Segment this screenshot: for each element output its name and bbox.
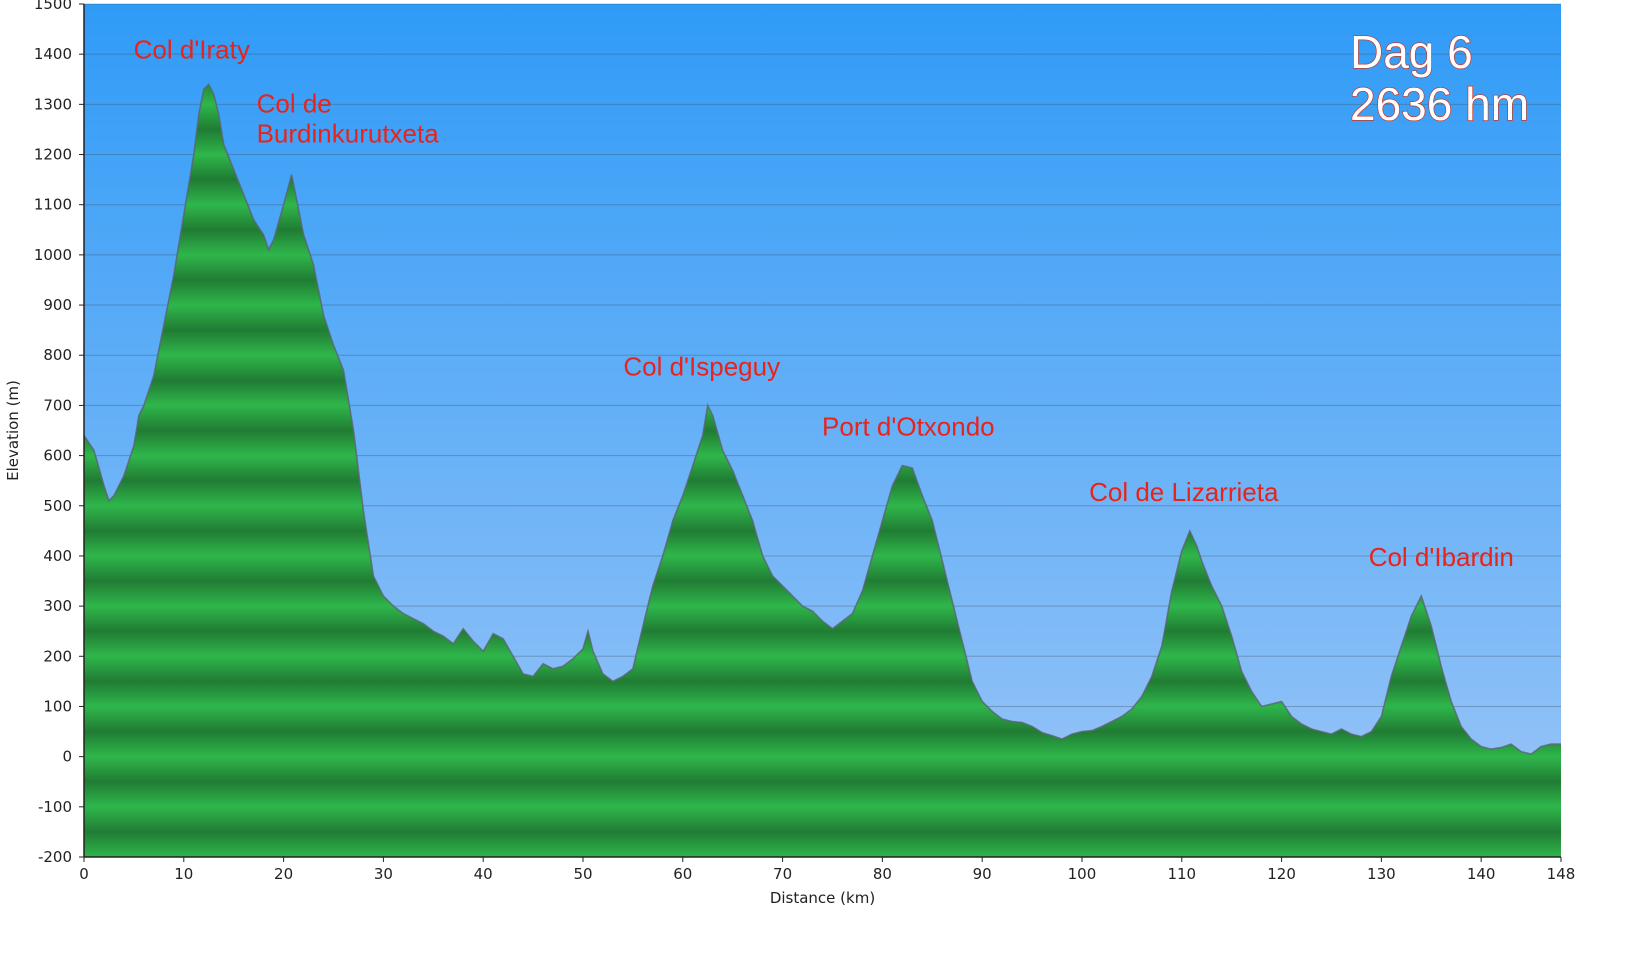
y-tick-label: 200 [43,647,72,665]
x-tick-label: 148 [1547,865,1576,883]
x-tick-label: 80 [873,865,892,883]
x-tick-label: 30 [374,865,393,883]
y-tick-label: 1100 [34,196,72,214]
x-tick-label: 120 [1267,865,1296,883]
elevation-fill [84,84,1561,858]
peak-label: Col d'Iraty [134,34,250,64]
x-tick-label: 140 [1467,865,1496,883]
elevation-area [83,82,1561,858]
y-tick-label: 600 [43,447,72,465]
x-axis-label: Distance (km) [770,889,875,907]
y-tick-label: -200 [38,848,72,866]
y-axis-label: Elevation (m) [4,380,22,481]
y-tick-label: 700 [43,396,72,414]
x-tick-label: 50 [573,865,592,883]
x-tick-label: 40 [474,865,493,883]
x-tick-label: 0 [79,865,89,883]
y-tick-label: 100 [43,697,72,715]
axes [83,4,1561,858]
y-tick-label: 1000 [34,246,72,264]
peak-label: Col de Lizarrieta [1089,477,1279,507]
y-tick-label: 400 [43,547,72,565]
y-tick-label: 1400 [34,45,72,63]
x-tick-label: 110 [1167,865,1196,883]
x-tick-label: 60 [673,865,692,883]
y-tick-label: 1500 [34,0,72,13]
y-tick-label: 800 [43,346,72,364]
peak-label: Col d'Ispeguy [623,351,780,381]
stage-climbing-total: 2636 hm [1350,78,1529,130]
x-tick-label: 20 [274,865,293,883]
stage-title: Dag 6 [1350,26,1473,78]
x-tick-label: 10 [174,865,193,883]
y-tick-label: 900 [43,296,72,314]
x-axis-ticks: 0 10 20 30 40 50 60 70 80 90 100 110 120 130 140 148 [79,857,1575,883]
y-tick-label: 1200 [34,146,72,164]
y-tick-label: 300 [43,597,72,615]
peak-label: Col de [257,89,332,119]
y-tick-label: 500 [43,497,72,515]
x-tick-label: 130 [1367,865,1396,883]
y-tick-label: -100 [38,798,72,816]
peak-label: Port d'Otxondo [822,412,995,442]
y-tick-label: 0 [62,748,72,766]
peak-label-line-2: Burdinkurutxeta [257,119,440,149]
x-tick-label: 70 [773,865,792,883]
peak-label: Col d'Ibardin [1369,542,1514,572]
x-tick-label: 100 [1068,865,1097,883]
y-axis-ticks: -200 -100 0 100 200 300 400 500 600 700 800 900 1000… [34,0,84,866]
y-tick-label: 1300 [34,95,72,113]
x-tick-label: 90 [973,865,992,883]
elevation-line [83,82,1561,755]
